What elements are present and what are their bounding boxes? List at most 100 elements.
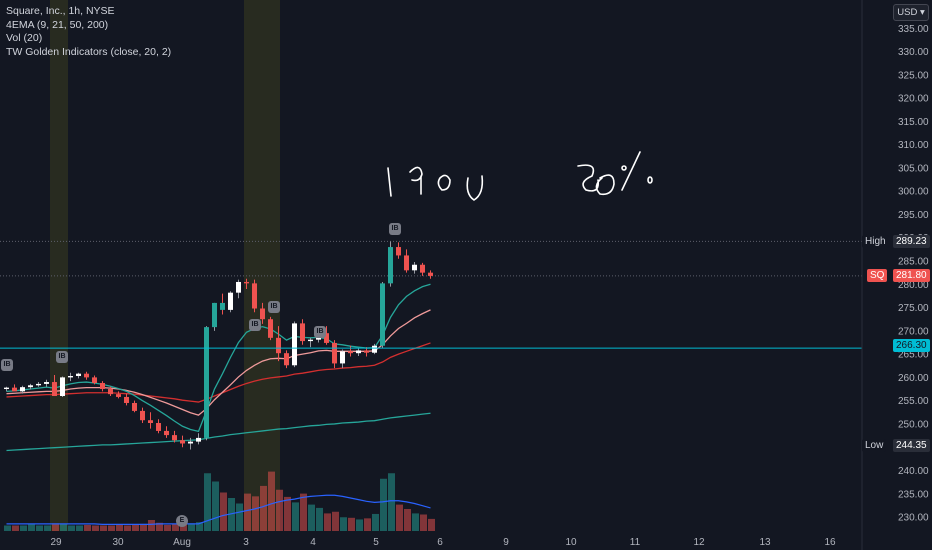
price-tick-label: 255.00 <box>898 396 929 407</box>
candle-body <box>172 435 177 441</box>
time-tick-label: 9 <box>503 537 509 548</box>
volume-bar <box>284 496 291 531</box>
candle-body <box>156 423 161 431</box>
volume-bar <box>356 519 363 531</box>
volume-bar <box>348 517 355 531</box>
candle-body <box>228 292 233 310</box>
price-tick-label: 310.00 <box>898 140 929 151</box>
currency-button[interactable]: USD ▾ <box>893 4 929 21</box>
volume-bar <box>148 520 155 531</box>
volume-bar <box>308 504 315 531</box>
event-marker[interactable]: IB <box>389 223 401 235</box>
volume-bar <box>332 511 339 531</box>
candle-body <box>332 342 337 364</box>
time-tick-label: 16 <box>824 537 836 548</box>
time-tick-label: 4 <box>310 537 316 548</box>
time-tick-label: 29 <box>50 537 62 548</box>
volume-bar <box>316 507 323 531</box>
price-tick-label: 335.00 <box>898 24 929 35</box>
event-marker[interactable]: IB <box>56 351 68 363</box>
volume-bar <box>300 493 307 531</box>
price-tick-label: 265.00 <box>898 350 929 361</box>
candle-body <box>308 339 313 342</box>
volume-bar <box>124 525 131 531</box>
volume-bar <box>428 518 435 531</box>
volume-bars <box>4 471 435 531</box>
handwriting-1900 <box>387 166 484 201</box>
volume-bar <box>396 504 403 531</box>
volume-bar <box>212 481 219 531</box>
volume-bar <box>388 473 395 531</box>
volume-indicator-label[interactable]: Vol (20) <box>6 32 43 44</box>
volume-bar <box>140 523 147 531</box>
candle-body <box>164 430 169 436</box>
candle-body <box>412 264 417 271</box>
candle-body <box>140 410 145 421</box>
candle-body <box>340 351 345 364</box>
volume-bar <box>404 509 411 531</box>
handwriting-annotations <box>387 151 653 201</box>
candle-body <box>300 323 305 342</box>
candle-body <box>84 373 89 378</box>
candle-body <box>244 281 249 284</box>
high-value-tag: 289.23 <box>893 235 930 248</box>
event-marker[interactable]: IB <box>249 319 261 331</box>
volume-bar <box>116 524 123 531</box>
price-tick-label: 325.00 <box>898 70 929 81</box>
candle-body <box>108 389 113 395</box>
symbol-label[interactable]: Square, Inc., 1h, NYSE <box>6 5 115 17</box>
earnings-marker[interactable]: E <box>176 515 188 527</box>
session-band <box>50 0 68 531</box>
volume-bar <box>12 525 19 531</box>
candle-body <box>428 272 433 276</box>
price-tick-label: 315.00 <box>898 117 929 128</box>
time-tick-label: 12 <box>693 537 705 548</box>
candle-body <box>396 247 401 256</box>
high-label-tag: High <box>862 235 889 248</box>
candle-body <box>260 308 265 320</box>
candlesticks <box>4 241 433 450</box>
candle-body <box>92 377 97 383</box>
candle-body <box>212 302 217 328</box>
volume-bar <box>28 524 35 531</box>
candle-body <box>188 441 193 444</box>
volume-ma-line <box>6 494 431 525</box>
ema21-line <box>6 309 431 416</box>
price-tick-label: 280.00 <box>898 280 929 291</box>
candle-body <box>148 420 153 424</box>
event-marker[interactable]: IB <box>314 326 326 338</box>
volume-bar <box>228 498 235 531</box>
candle-body <box>60 377 65 397</box>
price-tick-label: 270.00 <box>898 326 929 337</box>
event-marker[interactable]: IB <box>268 301 280 313</box>
time-tick-label: Aug <box>173 537 191 548</box>
volume-bar <box>340 517 347 531</box>
price-tick-label: 320.00 <box>898 94 929 105</box>
volume-bar <box>260 485 267 531</box>
volume-bar <box>244 493 251 531</box>
volume-bar <box>44 525 51 531</box>
candle-body <box>220 302 225 310</box>
volume-bar <box>84 524 91 531</box>
time-tick-label: 3 <box>243 537 249 548</box>
event-marker[interactable]: IB <box>1 359 13 371</box>
time-tick-label: 10 <box>565 537 577 548</box>
price-tick-label: 230.00 <box>898 513 929 524</box>
candle-body <box>348 351 353 354</box>
volume-bar <box>420 514 427 531</box>
candle-body <box>388 247 393 284</box>
candle-body <box>420 264 425 273</box>
volume-bar <box>52 523 59 531</box>
candle-body <box>76 373 81 376</box>
price-tick-label: 285.00 <box>898 257 929 268</box>
candle-body <box>36 383 41 386</box>
price-tick-label: 240.00 <box>898 466 929 477</box>
price-tick-label: 300.00 <box>898 187 929 198</box>
candle-body <box>44 382 49 384</box>
golden-indicator-label[interactable]: TW Golden Indicators (close, 20, 2) <box>6 45 172 58</box>
ema-indicator-label[interactable]: 4EMA (9, 21, 50, 200) <box>6 18 109 31</box>
price-tick-label: 330.00 <box>898 47 929 58</box>
price-tick-label: 260.00 <box>898 373 929 384</box>
volume-bar <box>156 522 163 531</box>
